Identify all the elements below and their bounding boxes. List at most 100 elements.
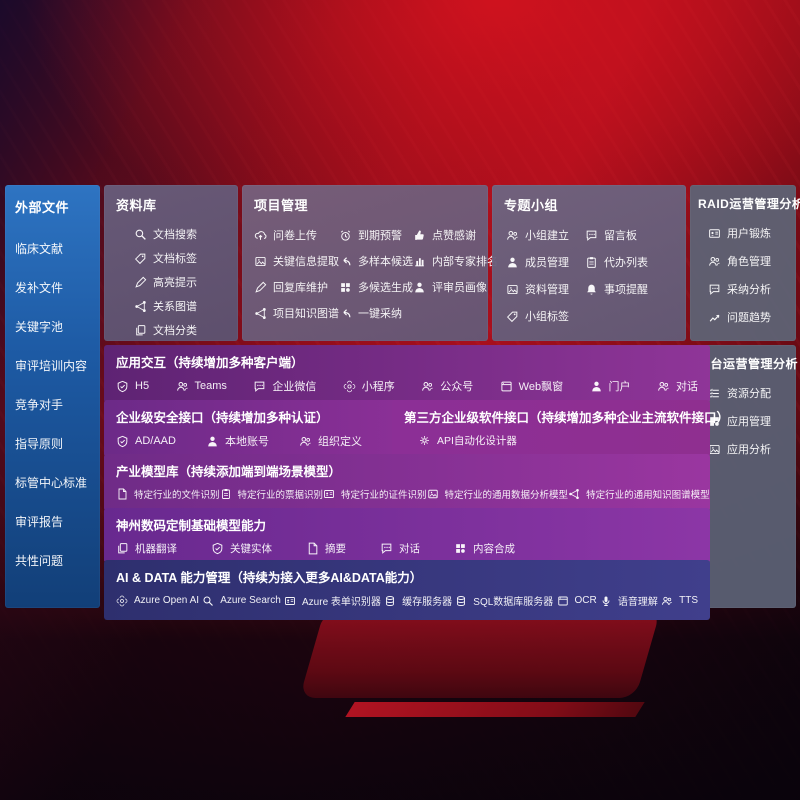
base-item-summary: 摘要 <box>306 541 346 556</box>
alarm-icon <box>339 229 352 242</box>
interaction-item-portal: 门户 <box>590 378 631 394</box>
item-label: 内容合成 <box>473 543 515 555</box>
topic-group-panel: 专题小组 小组建立 成员管理 资料管理 小组标签 留言板 代办列表 事项提醒 <box>492 185 686 341</box>
portal-person-icon <box>590 380 603 393</box>
project-item-knowledge-graph: 项目知识图谱 <box>254 305 339 321</box>
item-label: 小组建立 <box>525 230 569 242</box>
item-label: 多候选生成 <box>358 282 413 294</box>
dialog-icon <box>657 380 670 393</box>
base-item-dialog: 对话 <box>380 541 420 556</box>
item-label: Azure 表单识别器 <box>302 597 381 608</box>
item-label: 对话 <box>399 543 420 555</box>
h5-icon <box>116 380 129 393</box>
security-item-ad-aad: AD/AAD <box>116 435 176 448</box>
panel-title: 资料库 <box>116 198 157 213</box>
org-people-icon <box>299 435 312 448</box>
item-label: 项目知识图谱 <box>273 308 339 320</box>
item-label: 对话 <box>675 381 698 393</box>
reviewer-person-icon <box>413 281 426 294</box>
project-item-expert-ranking: 内部专家排名 <box>413 253 498 269</box>
sidebar-item-clinical-literature: 临床文献 <box>15 242 64 256</box>
bbs-chat-icon <box>585 229 598 242</box>
interaction-item-h5: H5 <box>116 380 149 393</box>
interaction-item-wechat-work: 企业微信 <box>253 378 316 394</box>
content-compose-icon <box>454 542 467 555</box>
group-item-create-group: 小组建立 <box>506 227 569 243</box>
panel-title: 项目管理 <box>254 198 309 213</box>
data-analysis-model-icon <box>427 488 439 500</box>
shield-icon <box>116 435 129 448</box>
panel-title: 专题小组 <box>504 198 559 213</box>
panel-title: 外部文件 <box>15 200 70 215</box>
tag-icon <box>134 252 147 265</box>
item-label: 多样本候选 <box>358 256 413 268</box>
row-title: 企业级安全接口（持续增加多种认证） <box>116 411 329 425</box>
form-recognizer-icon <box>284 595 296 607</box>
group-item-member-management: 成员管理 <box>506 254 569 270</box>
item-label: 用户锻炼 <box>727 228 771 240</box>
row-title: AI & DATA 能力管理（持续为接入更多AI&DATA能力） <box>116 571 423 585</box>
models-item-data-analysis-model: 特定行业的通用数据分析模型 <box>427 487 569 501</box>
knowledge-graph-model-icon <box>568 488 580 500</box>
item-label: 回复库维护 <box>273 282 328 294</box>
models-item-knowledge-graph-model: 特定行业的通用知识图谱模型 <box>568 487 710 501</box>
wechat-work-icon <box>253 380 266 393</box>
item-label: AD/AAD <box>135 435 176 447</box>
raid-item-role-management: 角色管理 <box>708 253 792 269</box>
base-item-key-entities: 关键实体 <box>211 541 272 556</box>
aidata-item-ocr: OCR <box>557 595 597 607</box>
web-window-icon <box>500 380 513 393</box>
aidata-item-azure-openai: Azure Open AI <box>116 595 199 607</box>
aidata-item-form-recognizer: Azure 表单识别器 <box>284 593 381 608</box>
api-gear-icon <box>418 434 431 447</box>
member-person-icon <box>506 256 519 269</box>
qa-chat-icon <box>708 283 721 296</box>
item-label: 特定行业的通用知识图谱模型 <box>586 490 710 501</box>
item-label: 采纳分析 <box>727 284 771 296</box>
summary-doc-icon <box>306 542 319 555</box>
interaction-item-web-popup: Web飘窗 <box>500 378 563 394</box>
sidebar-item-review-reports: 审评报告 <box>15 515 64 529</box>
panel-title: RAID运营管理分析 <box>698 197 800 211</box>
platform-item-resource-allocation: 资源分配 <box>708 385 792 401</box>
item-label: 应用管理 <box>727 416 771 428</box>
ai-data-management-row: AI & DATA 能力管理（持续为接入更多AI&DATA能力） Azure O… <box>104 560 710 620</box>
ranking-chart-icon <box>413 255 426 268</box>
grid-generate-icon <box>339 281 352 294</box>
item-label: 一键采纳 <box>358 308 402 320</box>
row-title: 神州数码定制基础模型能力 <box>116 519 267 533</box>
library-item-doc-search: 文档搜索 <box>134 226 234 242</box>
item-label: 文档标签 <box>153 253 197 265</box>
item-label: 内部专家排名 <box>432 256 498 268</box>
external-files-list: 临床文献 发补文件 关键字池 审评培训内容 竞争对手 指导原则 标管中心标准 审… <box>5 222 100 569</box>
trend-chart-icon <box>708 311 721 324</box>
adopt-arrow-icon <box>339 307 352 320</box>
item-label: 应用分析 <box>727 444 771 456</box>
row-title: 第三方企业级软件接口（持续增加多种企业主流软件接口） <box>404 411 730 425</box>
local-account-icon <box>206 435 219 448</box>
group-item-message-board: 留言板 <box>585 227 648 243</box>
ocr-icon <box>557 595 569 607</box>
library-item-highlight: 高亮提示 <box>134 274 234 290</box>
project-item-due-alert: 到期预警 <box>339 227 413 243</box>
tts-icon <box>661 595 673 607</box>
base-item-content-composition: 内容合成 <box>454 541 515 556</box>
azure-search-icon <box>202 595 214 607</box>
group-item-group-tags: 小组标签 <box>506 308 569 324</box>
highlight-pen-icon <box>134 276 147 289</box>
sidebar-item-supplement-files: 发补文件 <box>15 281 64 295</box>
raid-operations-panel: RAID运营管理分析 用户锻炼 角色管理 采纳分析 问题趋势 <box>690 185 800 341</box>
item-label: 特定行业的通用数据分析模型 <box>444 490 569 501</box>
sidebar-item-guidelines: 指导原则 <box>15 437 64 451</box>
sidebar-item-standards-center: 标管中心标准 <box>15 476 88 490</box>
project-item-multi-candidate-generation: 多候选生成 <box>339 279 413 295</box>
raid-item-user-training: 用户锻炼 <box>708 225 792 241</box>
item-label: 特定行业的证件识别 <box>341 490 427 501</box>
item-label: Teams <box>194 380 227 392</box>
models-item-receipt-recognition: 特定行业的票据识别 <box>220 487 323 501</box>
interaction-item-official-account: 公众号 <box>421 378 473 394</box>
item-label: 关键信息提取 <box>273 256 339 268</box>
base-model-capabilities-row: 神州数码定制基础模型能力 机器翻译 关键实体 摘要 对话 内容合成 <box>104 508 710 563</box>
item-label: 评审员画像 <box>432 282 487 294</box>
